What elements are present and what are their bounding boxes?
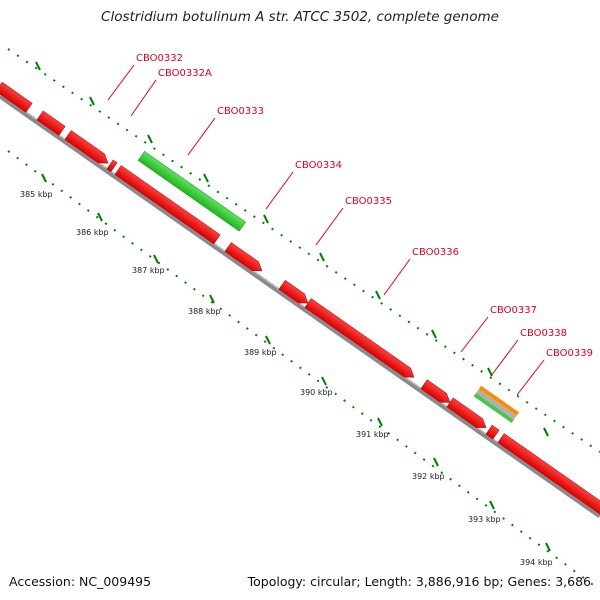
major-tick — [545, 542, 551, 552]
callout-line — [490, 339, 519, 377]
protein-gene-shape — [114, 165, 221, 245]
protein-gene-shape — [497, 433, 600, 517]
gene-track — [0, 81, 600, 517]
major-tick — [97, 212, 103, 222]
protein-gene-shape — [64, 130, 109, 164]
callout-line — [265, 171, 294, 210]
protein-gene-shape — [304, 298, 415, 378]
gene-feature[interactable] — [224, 242, 265, 276]
protein-gene-shape — [446, 397, 487, 428]
protein-gene-shape — [485, 424, 500, 440]
gene-feature[interactable] — [485, 424, 500, 440]
gene-feature[interactable] — [420, 379, 453, 407]
map-title: Clostridium botulinum A str. ATCC 3502, … — [101, 9, 499, 25]
scale-label: 392 kbp — [412, 472, 445, 481]
rna-gene-shape — [137, 150, 246, 232]
genome-summary: Topology: circular; Length: 3,886,916 bp… — [247, 574, 591, 589]
gene-label[interactable]: CBO0332A — [158, 68, 212, 79]
scale-label: 394 kbp — [520, 558, 553, 567]
major-tick — [89, 96, 95, 106]
major-tick — [41, 173, 47, 183]
gene-label[interactable]: CBO0337 — [490, 305, 537, 316]
scale-label: 388 kbp — [188, 307, 221, 316]
gene-feature[interactable] — [106, 159, 118, 173]
protein-gene-shape — [278, 280, 309, 304]
major-tick — [203, 173, 209, 183]
major-tick — [153, 254, 159, 264]
major-tick — [377, 417, 383, 427]
callout-line — [460, 316, 489, 353]
callout-line — [516, 359, 545, 396]
gene-feature[interactable] — [278, 280, 311, 307]
gene-feature[interactable] — [0, 81, 33, 113]
gene-feature[interactable] — [473, 385, 520, 424]
major-tick — [433, 457, 439, 467]
gene-feature[interactable] — [137, 150, 246, 232]
gene-feature[interactable] — [304, 298, 417, 382]
accession: Accession: NC_009495 — [9, 574, 152, 589]
gene-label[interactable]: CBO0334 — [295, 160, 342, 171]
gene-label[interactable]: CBO0332 — [136, 53, 183, 64]
scale-label: 389 kbp — [244, 348, 277, 357]
pseudo-gene-edge — [473, 393, 514, 424]
major-tick — [35, 61, 41, 71]
inner-tick-track — [7, 150, 600, 591]
scale-label: 393 kbp — [468, 515, 501, 524]
gene-label[interactable]: CBO0339 — [546, 348, 593, 359]
pseudo-gene-outline — [478, 385, 520, 416]
callout-line — [187, 117, 216, 156]
gene-label[interactable]: CBO0338 — [520, 328, 567, 339]
major-tick — [265, 335, 271, 345]
protein-gene-shape — [36, 110, 66, 136]
callout-line — [130, 79, 157, 117]
major-tick — [375, 290, 381, 300]
major-tick — [319, 252, 325, 262]
scale-label: 385 kbp — [20, 190, 53, 199]
major-ticks — [35, 61, 551, 552]
gene-feature[interactable] — [497, 433, 600, 517]
scale-label: 386 kbp — [76, 228, 109, 237]
protein-gene-shape — [420, 379, 451, 403]
pseudo-gene-core — [475, 389, 517, 420]
protein-gene-shape — [0, 81, 33, 113]
scale-labels: 385 kbp 386 kbp 387 kbp 388 kbp 389 kbp 390 k… — [20, 190, 553, 567]
callout-line — [107, 64, 135, 101]
major-tick — [209, 294, 215, 304]
gene-label[interactable]: CBO0335 — [345, 196, 392, 207]
scale-label: 387 kbp — [132, 266, 165, 275]
major-tick — [431, 329, 437, 339]
genome-backbone — [0, 93, 600, 519]
gene-feature[interactable] — [36, 110, 66, 136]
gene-callouts: CBO0332 CBO0332A CBO0333 CBO0334 CBO0335 CBO0… — [107, 53, 593, 396]
gene-feature[interactable] — [114, 165, 221, 245]
callout-line — [315, 207, 344, 246]
major-tick — [321, 376, 327, 386]
major-tick — [489, 500, 495, 510]
scale-label: 391 kbp — [356, 430, 389, 439]
scale-label: 390 kbp — [300, 388, 333, 397]
major-tick — [543, 427, 549, 437]
gene-feature[interactable] — [64, 130, 111, 168]
major-tick — [487, 367, 493, 377]
gene-feature[interactable] — [446, 397, 489, 432]
protein-gene-shape — [106, 159, 118, 173]
major-tick — [147, 134, 153, 144]
callout-line — [383, 258, 411, 296]
protein-gene-shape — [224, 242, 263, 272]
gene-label[interactable]: CBO0333 — [217, 106, 264, 117]
gene-label[interactable]: CBO0336 — [412, 247, 459, 258]
major-tick — [263, 214, 269, 224]
